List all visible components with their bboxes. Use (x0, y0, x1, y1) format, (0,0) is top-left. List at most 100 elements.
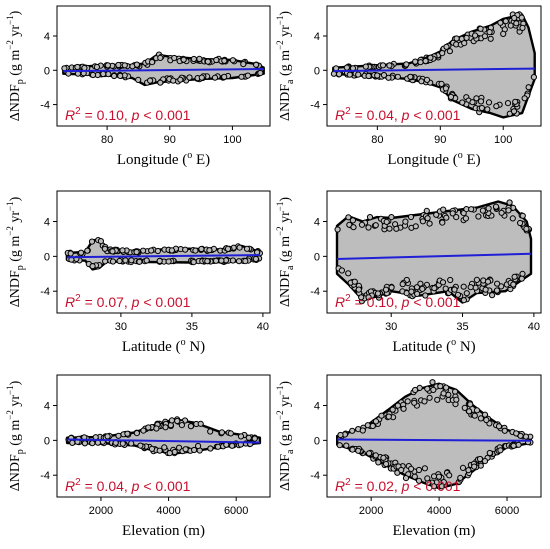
data-point (479, 207, 486, 214)
data-point (154, 247, 161, 255)
data-point (109, 248, 116, 255)
data-point (485, 99, 493, 106)
data-point (394, 73, 401, 80)
data-point (466, 408, 473, 415)
x-tick-label: 35 (456, 321, 468, 333)
data-point (424, 385, 431, 392)
data-point (253, 61, 260, 68)
data-point (147, 77, 154, 84)
data-point (422, 57, 429, 65)
data-point (408, 288, 415, 295)
data-point (153, 425, 160, 432)
x-axis-label: Elevation (m) (122, 523, 205, 539)
data-point (422, 292, 429, 299)
data-point (459, 464, 467, 471)
data-point (166, 450, 173, 457)
data-point (140, 427, 147, 434)
regression-line (66, 254, 261, 259)
data-point (440, 206, 447, 213)
data-point (484, 106, 491, 113)
y-axis-label: ΔNDFa (g m−2 yr−1) (275, 197, 296, 307)
data-point (109, 258, 117, 265)
data-point (145, 424, 152, 431)
data-point (190, 55, 197, 63)
data-point (168, 247, 175, 254)
data-point (382, 286, 390, 293)
data-point (380, 72, 388, 79)
data-point (338, 267, 345, 274)
data-point (74, 63, 81, 71)
x-tick-label: 80 (371, 134, 383, 146)
data-point (472, 32, 479, 39)
data-point (426, 394, 433, 401)
point-cloud (336, 382, 532, 490)
data-point (355, 447, 362, 454)
data-point (78, 249, 85, 256)
data-point (349, 217, 356, 224)
data-point (430, 386, 437, 393)
data-point (394, 402, 401, 409)
data-point (399, 281, 406, 288)
data-point (495, 423, 503, 430)
data-point (519, 212, 526, 219)
y-tick-label: 4 (44, 401, 50, 413)
data-point (204, 58, 211, 65)
panel-b: -4 0 4 80 90 100 Longitude (o E) ΔNDFa (g m−2 y… (275, 5, 542, 168)
data-point (418, 78, 425, 85)
data-point (244, 72, 251, 79)
data-point (442, 85, 449, 92)
data-point (471, 463, 478, 470)
data-point (100, 70, 107, 78)
data-point (119, 440, 126, 447)
data-point (430, 483, 438, 490)
data-point (472, 284, 479, 291)
data-point (451, 286, 458, 293)
data-point (366, 450, 373, 457)
data-point (393, 225, 400, 232)
data-point (227, 430, 234, 437)
data-point (237, 433, 245, 440)
data-point (214, 443, 222, 450)
data-point (345, 214, 352, 221)
data-point (438, 483, 445, 490)
data-point (119, 247, 126, 254)
data-point (412, 58, 419, 65)
data-point (245, 434, 252, 441)
data-point (468, 206, 475, 213)
data-point (351, 278, 358, 285)
data-point (386, 62, 393, 69)
y-tick-label: 0 (44, 435, 50, 447)
data-point (240, 61, 247, 68)
data-point (182, 246, 189, 253)
data-point (463, 34, 470, 42)
data-point (453, 396, 460, 403)
data-point (414, 290, 421, 297)
data-point (229, 442, 236, 449)
data-point (426, 220, 433, 227)
data-point (257, 69, 264, 77)
data-point (419, 285, 426, 292)
data-point (439, 219, 446, 226)
data-point (366, 214, 374, 221)
scatter-cloud (334, 199, 533, 305)
data-point (471, 412, 478, 419)
data-point (411, 399, 418, 406)
data-point (218, 257, 225, 264)
data-point (334, 226, 341, 233)
x-tick-label: 4000 (427, 505, 451, 517)
data-point (84, 247, 91, 254)
data-point (349, 446, 356, 453)
data-point (365, 294, 372, 301)
data-point (500, 30, 507, 38)
data-point (213, 56, 220, 64)
data-point (486, 28, 493, 36)
data-point (93, 63, 101, 71)
x-axis-label: Latitude (o N) (122, 337, 205, 355)
data-point (122, 257, 129, 264)
data-point (350, 224, 357, 231)
y-tick-label: 0 (44, 251, 50, 263)
data-point (463, 290, 470, 297)
y-axis-label: ΔNDFp (g m−2 yr−1) (5, 380, 26, 491)
data-point (473, 95, 480, 102)
data-point (355, 71, 362, 78)
